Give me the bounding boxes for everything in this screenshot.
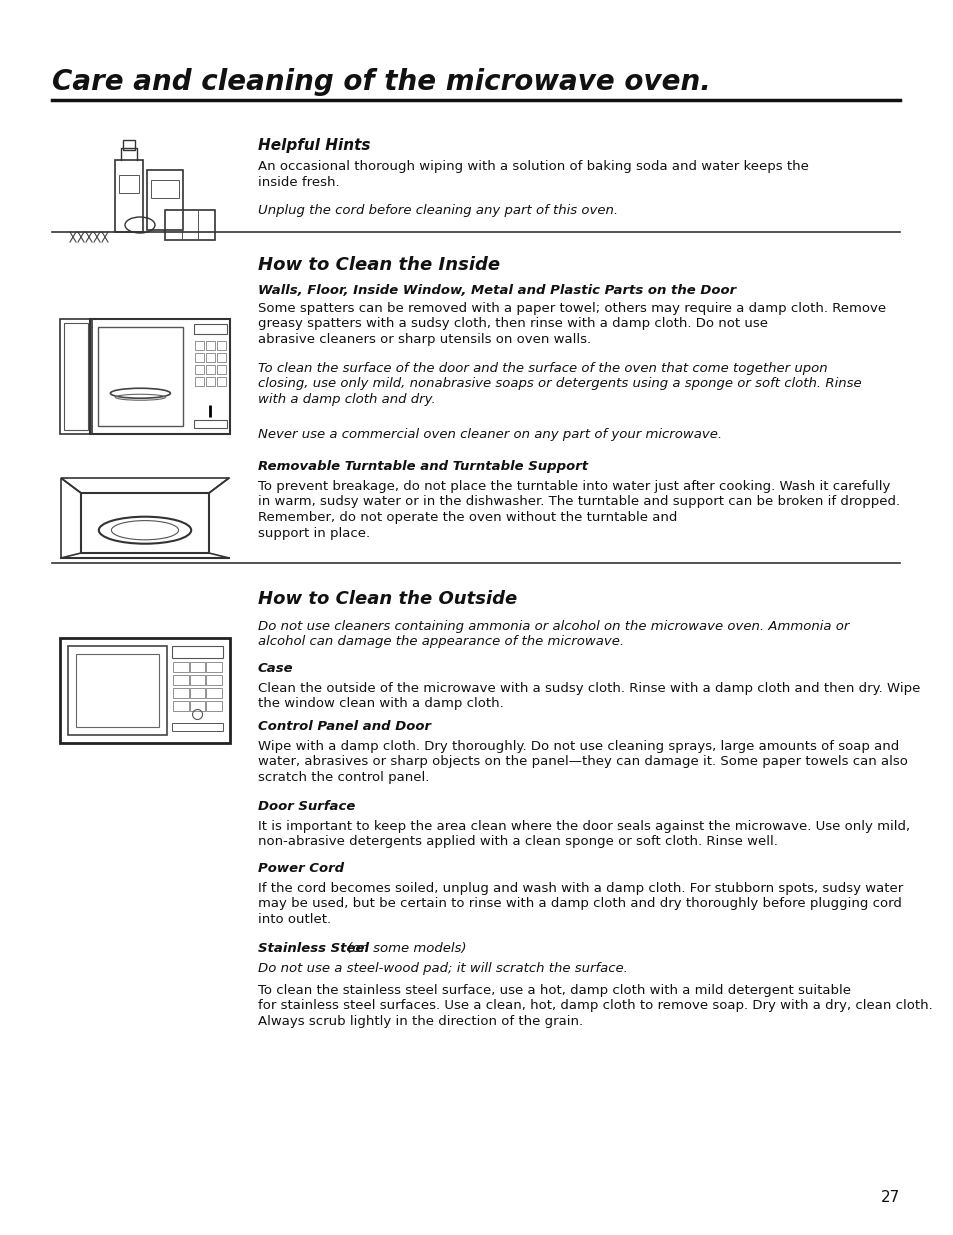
Text: may be used, but be certain to rinse with a damp cloth and dry thoroughly before: may be used, but be certain to rinse wit…	[257, 898, 901, 910]
Bar	[216, 377, 226, 385]
Bar	[190, 662, 205, 672]
Text: An occasional thorough wiping with a solution of baking soda and water keeps the: An occasional thorough wiping with a sol…	[257, 161, 808, 173]
Bar	[190, 674, 205, 684]
Text: If the cord becomes soiled, unplug and wash with a damp cloth. For stubborn spot: If the cord becomes soiled, unplug and w…	[257, 882, 902, 895]
Bar	[172, 646, 223, 657]
Bar	[193, 420, 227, 427]
Text: alcohol can damage the appearance of the microwave.: alcohol can damage the appearance of the…	[257, 636, 623, 648]
Bar	[206, 364, 214, 373]
Text: abrasive cleaners or sharp utensils on oven walls.: abrasive cleaners or sharp utensils on o…	[257, 333, 591, 346]
Text: 27: 27	[880, 1191, 899, 1205]
Bar	[190, 688, 205, 698]
Bar	[216, 352, 226, 362]
Text: Walls, Floor, Inside Window, Metal and Plastic Parts on the Door: Walls, Floor, Inside Window, Metal and P…	[257, 284, 736, 296]
Text: Removable Turntable and Turntable Support: Removable Turntable and Turntable Suppor…	[257, 459, 587, 473]
Bar	[119, 175, 139, 193]
Text: Door Surface: Door Surface	[257, 800, 355, 813]
Bar	[172, 662, 189, 672]
Text: in warm, sudsy water or in the dishwasher. The turntable and support can be brok: in warm, sudsy water or in the dishwashe…	[257, 495, 900, 509]
Bar	[206, 662, 222, 672]
Bar	[68, 646, 167, 735]
Bar	[206, 352, 214, 362]
Bar	[90, 319, 230, 433]
Text: closing, use only mild, nonabrasive soaps or detergents using a sponge or soft c: closing, use only mild, nonabrasive soap…	[257, 378, 861, 390]
Bar	[206, 700, 222, 710]
Bar	[206, 341, 214, 350]
Bar	[165, 210, 214, 240]
Text: scratch the control panel.: scratch the control panel.	[257, 771, 429, 784]
Text: Never use a commercial oven cleaner on any part of your microwave.: Never use a commercial oven cleaner on a…	[257, 429, 721, 441]
Bar	[194, 352, 204, 362]
Text: for stainless steel surfaces. Use a clean, hot, damp cloth to remove soap. Dry w: for stainless steel surfaces. Use a clea…	[257, 999, 932, 1013]
Bar	[115, 161, 143, 232]
Bar	[206, 688, 222, 698]
Bar	[172, 700, 189, 710]
Text: Power Cord: Power Cord	[257, 862, 344, 876]
Bar	[60, 319, 91, 433]
Text: Unplug the cord before cleaning any part of this oven.: Unplug the cord before cleaning any part…	[257, 204, 618, 217]
Text: Helpful Hints: Helpful Hints	[257, 138, 370, 153]
Text: Always scrub lightly in the direction of the grain.: Always scrub lightly in the direction of…	[257, 1015, 582, 1028]
Bar	[216, 364, 226, 373]
Text: To clean the surface of the door and the surface of the oven that come together : To clean the surface of the door and the…	[257, 362, 827, 375]
Bar	[194, 341, 204, 350]
Text: Remember, do not operate the oven without the turntable and: Remember, do not operate the oven withou…	[257, 511, 677, 524]
Text: with a damp cloth and dry.: with a damp cloth and dry.	[257, 393, 436, 406]
Text: into outlet.: into outlet.	[257, 913, 331, 926]
Text: To clean the stainless steel surface, use a hot, damp cloth with a mild detergen: To clean the stainless steel surface, us…	[257, 984, 850, 997]
Text: non-abrasive detergents applied with a clean sponge or soft cloth. Rinse well.: non-abrasive detergents applied with a c…	[257, 836, 777, 848]
Text: (on some models): (on some models)	[343, 942, 467, 955]
Bar	[76, 653, 159, 726]
Text: How to Clean the Inside: How to Clean the Inside	[257, 256, 499, 274]
Bar	[60, 637, 230, 742]
Bar	[194, 364, 204, 373]
Text: water, abrasives or sharp objects on the panel—they can damage it. Some paper to: water, abrasives or sharp objects on the…	[257, 756, 907, 768]
Text: Wipe with a damp cloth. Dry thoroughly. Do not use cleaning sprays, large amount: Wipe with a damp cloth. Dry thoroughly. …	[257, 740, 899, 753]
Bar	[123, 140, 135, 149]
Text: Stainless Steel: Stainless Steel	[257, 942, 369, 955]
Bar	[81, 493, 209, 553]
Text: support in place.: support in place.	[257, 526, 370, 540]
Text: Some spatters can be removed with a paper towel; others may require a damp cloth: Some spatters can be removed with a pape…	[257, 303, 885, 315]
Text: inside fresh.: inside fresh.	[257, 175, 339, 189]
Text: Clean the outside of the microwave with a sudsy cloth. Rinse with a damp cloth a: Clean the outside of the microwave with …	[257, 682, 920, 695]
Bar	[206, 674, 222, 684]
Text: It is important to keep the area clean where the door seals against the microwav: It is important to keep the area clean w…	[257, 820, 909, 832]
Text: Control Panel and Door: Control Panel and Door	[257, 720, 431, 734]
Bar	[172, 688, 189, 698]
Bar	[147, 170, 183, 230]
Text: Do not use a steel-wood pad; it will scratch the surface.: Do not use a steel-wood pad; it will scr…	[257, 962, 627, 974]
Bar	[172, 674, 189, 684]
Bar	[206, 377, 214, 385]
Bar	[64, 322, 88, 430]
Bar	[193, 324, 227, 333]
Bar	[151, 180, 179, 198]
Bar	[216, 341, 226, 350]
Bar	[190, 700, 205, 710]
Text: To prevent breakage, do not place the turntable into water just after cooking. W: To prevent breakage, do not place the tu…	[257, 480, 889, 493]
Text: Case: Case	[257, 662, 294, 676]
Text: Do not use cleaners containing ammonia or alcohol on the microwave oven. Ammonia: Do not use cleaners containing ammonia o…	[257, 620, 848, 634]
Bar	[98, 326, 183, 426]
Bar	[172, 722, 223, 730]
Bar	[194, 377, 204, 385]
Text: greasy spatters with a sudsy cloth, then rinse with a damp cloth. Do not use: greasy spatters with a sudsy cloth, then…	[257, 317, 767, 331]
Text: Care and cleaning of the microwave oven.: Care and cleaning of the microwave oven.	[52, 68, 710, 96]
Text: the window clean with a damp cloth.: the window clean with a damp cloth.	[257, 698, 503, 710]
Text: How to Clean the Outside: How to Clean the Outside	[257, 590, 517, 608]
